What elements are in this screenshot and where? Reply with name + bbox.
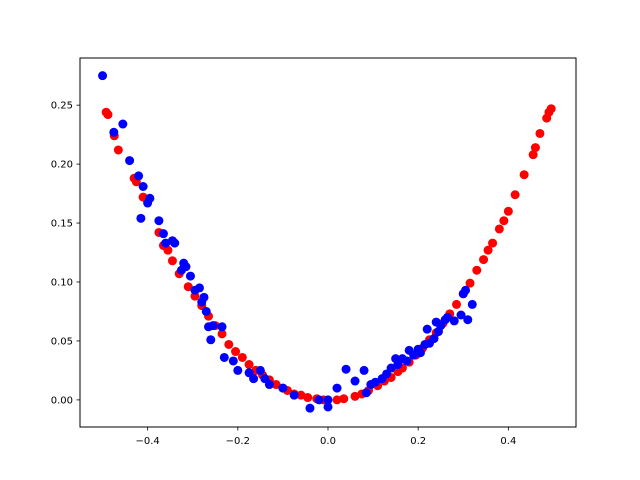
scatter-point-s1-31 bbox=[255, 365, 265, 375]
scatter-point-s0-34 bbox=[339, 394, 349, 404]
scatter-point-s1-60 bbox=[422, 324, 432, 334]
scatter-point-s1-11 bbox=[161, 238, 171, 248]
scatter-point-s0-67 bbox=[546, 104, 556, 114]
y-tick-label: 0.10 bbox=[51, 277, 73, 288]
scatter-point-s1-40 bbox=[323, 402, 333, 412]
scatter-point-s0-19 bbox=[231, 347, 241, 357]
scatter-point-s0-63 bbox=[530, 143, 540, 153]
scatter-point-s0-60 bbox=[510, 190, 520, 200]
scatter-point-s0-52 bbox=[465, 278, 475, 288]
scatter-point-s1-38 bbox=[314, 395, 324, 405]
scatter-point-s1-25 bbox=[217, 322, 227, 332]
scatter-point-s1-73 bbox=[461, 285, 471, 295]
scatter-point-s1-3 bbox=[125, 156, 135, 166]
scatter-point-s1-71 bbox=[463, 315, 473, 325]
scatter-point-s1-13 bbox=[170, 238, 180, 248]
scatter-point-s0-58 bbox=[499, 216, 509, 226]
scatter-point-s0-35 bbox=[350, 391, 360, 401]
scatter-point-s1-28 bbox=[228, 356, 238, 366]
scatter-point-s0-20 bbox=[237, 352, 247, 362]
x-tick-label: −0.2 bbox=[226, 436, 250, 447]
scatter-point-s1-17 bbox=[185, 271, 195, 281]
scatter-point-s1-4 bbox=[134, 171, 144, 181]
scatter-point-s1-41 bbox=[332, 383, 342, 393]
scatter-point-s0-53 bbox=[472, 265, 482, 275]
scatter-point-s0-57 bbox=[494, 224, 504, 234]
scatter-point-s1-21 bbox=[197, 297, 207, 307]
scatter-point-s1-24 bbox=[204, 322, 214, 332]
scatter-point-s1-19 bbox=[194, 283, 204, 293]
scatter-point-s1-72 bbox=[467, 299, 477, 309]
scatter-point-s1-62 bbox=[429, 334, 439, 344]
scatter-point-s1-45 bbox=[361, 388, 371, 398]
scatter-point-s0-61 bbox=[519, 170, 529, 180]
scatter-point-s0-50 bbox=[452, 299, 462, 309]
scatter-point-s1-16 bbox=[176, 265, 186, 275]
scatter-point-s1-32 bbox=[249, 374, 259, 384]
scatter-point-s1-9 bbox=[154, 216, 164, 226]
scatter-point-s0-56 bbox=[488, 238, 498, 248]
scatter-point-s0-1 bbox=[103, 110, 113, 120]
x-tick-label: 0.0 bbox=[320, 436, 336, 447]
scatter-point-s1-26 bbox=[206, 335, 216, 345]
y-axis: 0.00 0.05 0.10 0.15 0.20 0.25 bbox=[51, 101, 80, 406]
y-tick-label: 0.00 bbox=[51, 395, 73, 406]
scatter-point-s0-33 bbox=[332, 395, 342, 405]
scatter-point-s1-29 bbox=[233, 365, 243, 375]
scatter-point-s0-29 bbox=[296, 390, 306, 400]
scatter-point-s1-50 bbox=[386, 363, 396, 373]
scatter-point-s1-8 bbox=[136, 213, 146, 223]
scatter-point-s1-22 bbox=[201, 306, 211, 316]
scatter-point-s1-58 bbox=[415, 348, 425, 358]
y-tick-label: 0.05 bbox=[51, 336, 73, 347]
scatter-point-s1-54 bbox=[402, 356, 412, 366]
scatter-point-s0-55 bbox=[483, 245, 493, 255]
scatter-point-s1-37 bbox=[305, 403, 315, 413]
scatter-point-s0-54 bbox=[479, 255, 489, 265]
scatter-point-s1-68 bbox=[449, 316, 459, 326]
scatter-point-s1-10 bbox=[158, 229, 168, 239]
scatter-point-s1-2 bbox=[118, 119, 128, 129]
scatter-point-s0-9 bbox=[163, 245, 173, 255]
scatter-point-s0-3 bbox=[113, 145, 123, 155]
scatter-point-s1-5 bbox=[138, 182, 148, 191]
y-tick-label: 0.20 bbox=[51, 160, 73, 171]
scatter-point-s1-44 bbox=[359, 365, 369, 375]
scatter-point-s1-42 bbox=[341, 364, 351, 374]
scatter-point-s0-59 bbox=[503, 206, 513, 216]
scatter-point-s0-30 bbox=[303, 393, 313, 403]
x-tick-label: 0.2 bbox=[410, 436, 426, 447]
scatter-point-s0-62 bbox=[528, 150, 538, 160]
scatter-point-s1-43 bbox=[350, 376, 360, 386]
scatter-point-s1-27 bbox=[219, 352, 229, 362]
scatter-point-s1-1 bbox=[109, 127, 119, 137]
scatter-point-s1-69 bbox=[456, 310, 466, 320]
scatter-point-s1-35 bbox=[278, 383, 288, 393]
scatter-point-s0-25 bbox=[271, 380, 281, 390]
x-axis: −0.4 −0.2 0.0 0.2 0.4 bbox=[135, 427, 516, 447]
x-tick-label: −0.4 bbox=[135, 436, 159, 447]
scatter-point-s1-47 bbox=[370, 377, 380, 387]
scatter-point-s1-0 bbox=[98, 71, 108, 81]
scatter-point-s0-18 bbox=[224, 339, 234, 349]
scatter-point-s0-64 bbox=[535, 128, 545, 138]
scatter-point-s1-36 bbox=[289, 390, 299, 400]
y-tick-label: 0.25 bbox=[51, 101, 73, 112]
scatter-point-s1-67 bbox=[442, 312, 452, 322]
scatter-point-s1-7 bbox=[143, 198, 153, 208]
scatter-point-s0-21 bbox=[244, 360, 254, 370]
scatter-point-s1-39 bbox=[323, 395, 333, 405]
scatter-point-s0-17 bbox=[217, 329, 227, 339]
x-tick-label: 0.4 bbox=[500, 436, 516, 447]
y-tick-label: 0.15 bbox=[51, 219, 73, 230]
scatter-point-s1-34 bbox=[264, 380, 274, 390]
scatter-point-s0-10 bbox=[167, 256, 177, 266]
scatter-point-s0-12 bbox=[183, 282, 193, 292]
data-points bbox=[98, 71, 556, 413]
